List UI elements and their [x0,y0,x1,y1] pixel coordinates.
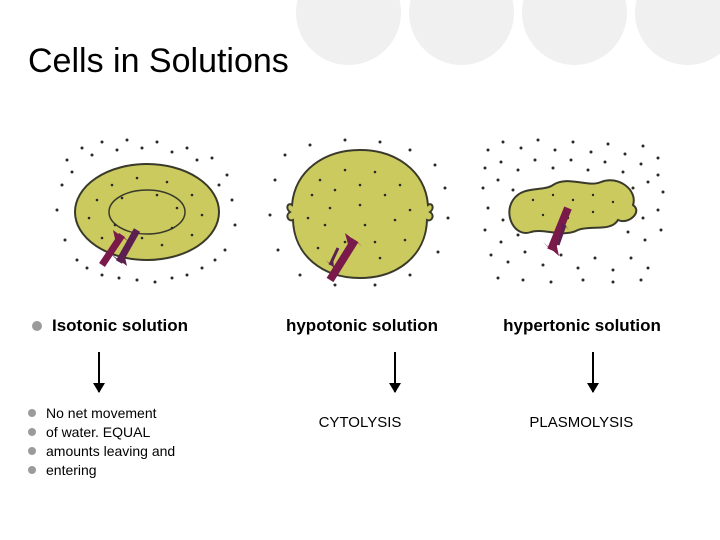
bullet-icon [28,428,36,436]
swollen-cell [287,150,432,278]
hypertonic-cell-diagram [473,130,673,290]
bullet-icon [28,409,36,417]
shriveled-cell [510,180,637,233]
isotonic-label: Isotonic solution [52,316,188,336]
arrows-row [28,344,692,400]
descriptions-row: No net movement of water. EQUAL amounts … [28,404,692,480]
arrow-col [28,344,296,400]
cells-illustration-row [40,130,680,290]
cell-membrane [75,164,219,260]
hypertonic-description: PLASMOLYSIS [471,404,692,480]
hypertonic-label: hypertonic solution [472,316,692,336]
iso-line1: No net movement [46,404,157,423]
bullet-icon [28,466,36,474]
background-circles [296,0,720,65]
isotonic-description: No net movement of water. EQUAL amounts … [28,404,249,480]
hypotonic-cell-diagram [260,130,460,290]
arrow-col [296,344,494,400]
bullet-icon [28,447,36,455]
bg-circle [409,0,514,65]
hypotonic-label: hypotonic solution [252,316,472,336]
bg-circle [296,0,401,65]
down-arrow-icon [592,352,594,392]
isotonic-cell-diagram [47,130,247,290]
bg-circle [635,0,720,65]
arrow-col [494,344,692,400]
down-arrow-icon [98,352,100,392]
bg-circle [522,0,627,65]
isotonic-label-col: Isotonic solution [28,316,252,336]
bullet-icon [32,321,42,331]
iso-line2: of water. EQUAL [46,423,150,442]
iso-line3: amounts leaving and [46,442,175,461]
down-arrow-icon [394,352,396,392]
iso-line4: entering [46,461,97,480]
solution-labels-row: Isotonic solution hypotonic solution hyp… [28,316,692,336]
page-title: Cells in Solutions [28,42,289,81]
hypotonic-description: CYTOLYSIS [249,404,470,480]
